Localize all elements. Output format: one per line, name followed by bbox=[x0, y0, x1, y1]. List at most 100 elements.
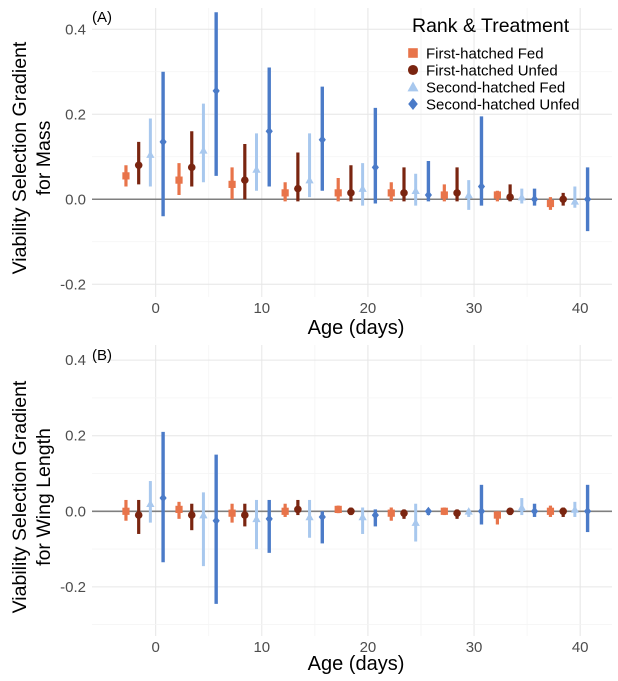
panel-b-x-axis-label: Age (days) bbox=[308, 653, 405, 675]
data-point bbox=[175, 505, 183, 513]
data-point bbox=[583, 506, 592, 516]
data-point bbox=[424, 190, 433, 200]
x-tick-label: 20 bbox=[360, 300, 377, 317]
data-point bbox=[334, 189, 342, 197]
data-point bbox=[187, 163, 196, 172]
data-point bbox=[517, 503, 526, 511]
panel-b-y-tick-labels: -0.2 0.0 0.2 0.4 bbox=[60, 352, 86, 596]
data-point bbox=[265, 126, 273, 136]
panel-b-label: (B) bbox=[92, 347, 112, 364]
data-point bbox=[506, 507, 514, 516]
legend-item-label: First-hatched Unfed bbox=[426, 63, 558, 80]
x-tick-label: 10 bbox=[253, 300, 270, 317]
series-second-hatched-unfed bbox=[159, 431, 592, 604]
data-point bbox=[493, 191, 501, 199]
data-point bbox=[400, 189, 408, 197]
data-point bbox=[199, 510, 208, 519]
data-point bbox=[212, 516, 220, 526]
y-tick-label: 0.0 bbox=[65, 191, 86, 208]
data-point bbox=[400, 509, 408, 517]
data-point bbox=[122, 507, 130, 515]
data-point bbox=[294, 184, 302, 193]
series-second-hatched-unfed bbox=[159, 12, 592, 232]
data-point bbox=[228, 180, 236, 188]
data-point bbox=[371, 162, 379, 172]
y-tick-label: 0.2 bbox=[65, 428, 86, 445]
data-point bbox=[583, 194, 592, 204]
data-point bbox=[559, 195, 567, 204]
data-point bbox=[159, 493, 167, 503]
data-point bbox=[517, 192, 526, 201]
data-point bbox=[318, 512, 326, 522]
series-first-hatched-unfed bbox=[134, 499, 567, 534]
y-tick-label: -0.2 bbox=[60, 579, 86, 596]
data-point bbox=[146, 499, 155, 508]
x-tick-label: 0 bbox=[152, 300, 160, 317]
y-tick-label: 0.2 bbox=[65, 106, 86, 123]
data-point bbox=[187, 511, 196, 519]
x-tick-label: 0 bbox=[152, 639, 160, 656]
legend-item-label: Second-hatched Fed bbox=[426, 80, 565, 97]
x-tick-label: 10 bbox=[253, 639, 270, 656]
y-tick-label: 0.0 bbox=[65, 503, 86, 520]
data-point bbox=[134, 511, 143, 519]
x-tick-label: 40 bbox=[572, 300, 589, 317]
data-point bbox=[228, 509, 236, 517]
panel-b-y-axis-label-line1: Viability Selection Gradient bbox=[9, 380, 31, 613]
data-point bbox=[424, 506, 433, 516]
data-point bbox=[358, 184, 367, 192]
data-point bbox=[281, 507, 289, 515]
panel-b-x-tick-labels: 0 10 20 30 40 bbox=[152, 639, 589, 656]
data-point bbox=[477, 182, 486, 191]
data-point bbox=[464, 190, 473, 199]
legend: Rank & Treatment First-hatched FedFirst-… bbox=[407, 15, 579, 114]
panel-a-y-tick-labels: -0.2 0.0 0.2 0.4 bbox=[60, 21, 86, 293]
x-tick-label: 30 bbox=[466, 639, 483, 656]
data-point bbox=[175, 176, 183, 184]
data-point bbox=[252, 165, 261, 173]
data-point bbox=[122, 172, 130, 180]
panel-b-data-marks bbox=[122, 431, 592, 604]
data-point bbox=[546, 507, 555, 515]
data-point bbox=[212, 86, 220, 96]
panel-b-grid bbox=[92, 345, 612, 636]
data-point bbox=[252, 514, 261, 523]
data-point bbox=[387, 509, 395, 517]
panel-b: -0.2 0.0 0.2 0.4 0 10 20 30 40 (B) Age (days) V… bbox=[9, 345, 612, 675]
data-point bbox=[559, 507, 567, 516]
data-point bbox=[440, 191, 448, 199]
legend-key-diamond-icon bbox=[408, 98, 418, 110]
data-point bbox=[347, 507, 355, 516]
data-point bbox=[241, 176, 249, 184]
data-point bbox=[265, 514, 273, 524]
panel-a-x-axis-label: Age (days) bbox=[308, 317, 405, 339]
data-point bbox=[570, 197, 579, 205]
series-first-hatched-fed bbox=[122, 163, 555, 210]
legend-item-label: First-hatched Fed bbox=[426, 46, 544, 63]
series-first-hatched-fed bbox=[122, 499, 555, 525]
x-tick-label: 20 bbox=[360, 639, 377, 656]
panel-b-y-axis-label-line2: for Wing Length bbox=[33, 428, 55, 566]
panel-a-y-axis-label-line2: for Mass bbox=[33, 120, 55, 195]
panel-a-x-tick-labels: 0 10 20 30 40 bbox=[152, 300, 589, 317]
data-point bbox=[387, 189, 395, 197]
x-tick-label: 30 bbox=[466, 300, 483, 317]
data-point bbox=[294, 505, 302, 514]
data-point bbox=[477, 506, 486, 516]
data-point bbox=[506, 193, 514, 201]
data-point bbox=[570, 505, 579, 513]
data-point bbox=[146, 150, 155, 158]
data-point bbox=[347, 189, 355, 197]
data-point bbox=[411, 186, 420, 195]
panel-a-y-axis-label-line1: Viability Selection Gradient bbox=[9, 41, 31, 274]
data-point bbox=[334, 505, 342, 513]
data-point bbox=[199, 146, 208, 154]
data-point bbox=[440, 507, 448, 515]
data-point bbox=[134, 161, 143, 170]
data-point bbox=[453, 509, 461, 517]
panel-a-data-marks bbox=[122, 12, 592, 232]
panel-a: -0.2 0.0 0.2 0.4 0 10 20 30 40 (A) Age (days) V… bbox=[9, 8, 612, 339]
